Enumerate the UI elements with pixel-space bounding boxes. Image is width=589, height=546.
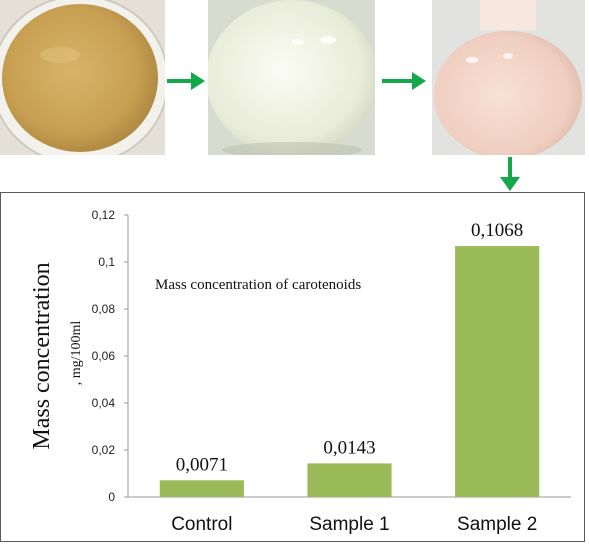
y-tick-label: 0,1: [98, 255, 115, 269]
data-label: 0,0071: [176, 454, 228, 475]
cream-flask-photo: [208, 0, 375, 155]
arrow-right-icon: [167, 72, 205, 90]
y-tick-label: 0,02: [92, 443, 116, 457]
chart-title: Mass concentration of carotenoids: [155, 277, 361, 293]
cream-flask-image: [208, 0, 375, 155]
arrow-down-icon: [500, 157, 520, 191]
powder-petri-dish-photo: [0, 0, 165, 155]
bar-chart: 0 0,02 0,04 0,06 0,08 0,1 0,12 0,0071 0,0143 0,1…: [29, 208, 571, 535]
category-label: Sample 1: [309, 514, 389, 535]
powder-photo-image: [0, 0, 165, 155]
chart-panel: 0 0,02 0,04 0,06 0,08 0,1 0,12 0,0071 0,0143 0,1…: [0, 192, 585, 542]
data-label: 0,1068: [471, 220, 523, 241]
y-tick-label: 0,04: [92, 396, 116, 410]
y-tick-label: 0,08: [92, 302, 116, 316]
y-tick-label: 0,06: [92, 349, 116, 363]
arrow-right-icon: [382, 72, 426, 90]
bar-control: [159, 480, 244, 497]
category-label: Control: [171, 514, 232, 535]
pink-flask-photo: [432, 0, 585, 155]
bar-sample-2: [455, 246, 540, 497]
y-axis-label: Mass concentration: [29, 262, 55, 449]
data-label: 0,0143: [323, 437, 375, 458]
category-label: Sample 2: [457, 514, 537, 535]
y-tick-label: 0,12: [92, 208, 116, 222]
y-tick-label: 0: [108, 490, 115, 504]
bar-sample-1: [307, 463, 392, 497]
pink-flask-image: [432, 0, 585, 155]
y-axis-unit-label: , mg/100ml: [69, 321, 84, 386]
